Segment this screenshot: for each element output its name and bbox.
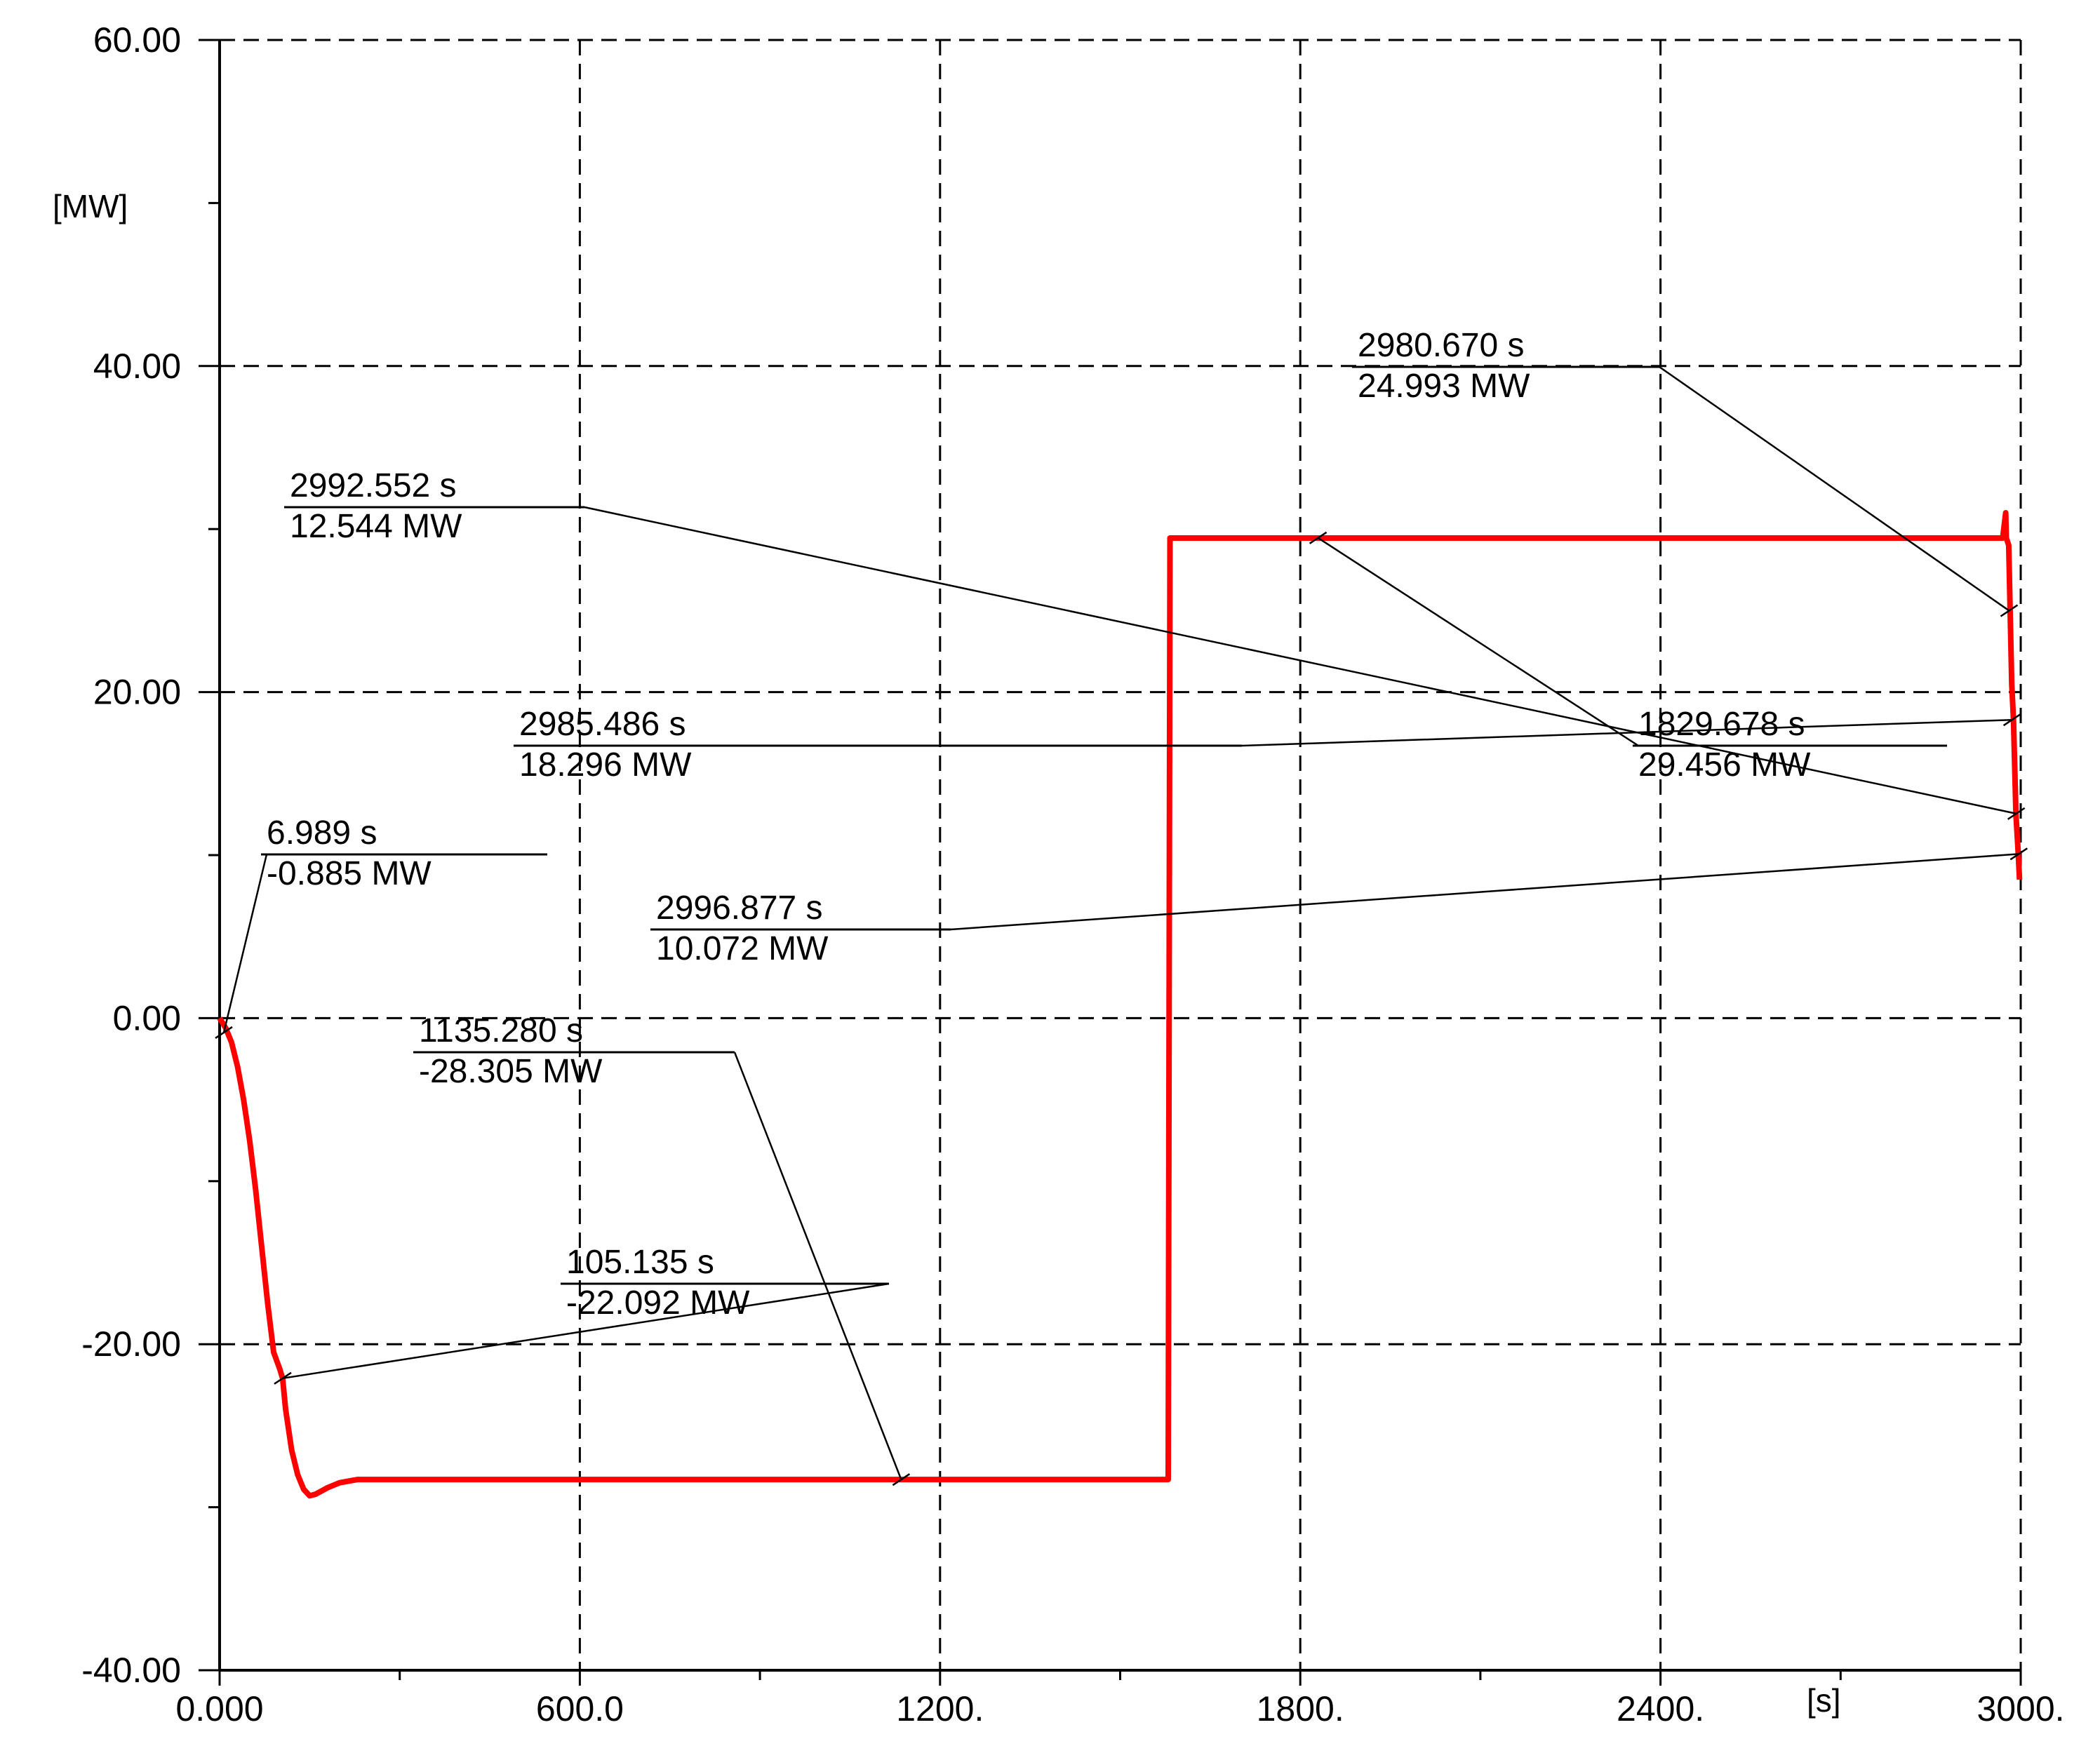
annotation-marker [2007,807,2026,820]
annotation-1: 2992.552 s 12.544 MW [284,467,2026,820]
annotation-marker [1309,531,1327,544]
x-axis-unit-label: [s] [1807,1682,1841,1719]
annotation-leader [222,854,268,1033]
annotation-value: -0.885 MW [267,855,432,892]
y-tick-label: 60.00 [93,20,181,60]
y-tick-label: 40.00 [93,347,181,386]
annotation-2: 2985.486 s18.296 MW [514,706,2021,784]
annotation-leader [282,1282,890,1380]
annotation-marker [2002,713,2021,727]
annotation-time: 2996.877 s [656,889,823,927]
annotation-marker [2009,847,2028,861]
annotation-marker [2000,604,2019,617]
annotation-time: 2992.552 s [290,467,457,504]
annotation-3: 1829.678 s29.456 MW [1309,531,1947,784]
annotation-leader [1241,718,2012,747]
y-tick-label: -20.00 [81,1324,181,1364]
annotation-time: 6.989 s [267,814,377,852]
y-tick-label: 0.00 [113,998,181,1037]
series-layer [217,510,2023,1499]
annotation-marker [274,1371,292,1385]
annotation-leader [733,1052,902,1480]
annotation-time: 2980.670 s [1358,327,1525,364]
x-tick-label: 600.0 [536,1689,624,1728]
annotation-6: 1135.280 s -28.305 MW [413,1012,911,1486]
annotation-value: -22.092 MW [566,1284,750,1322]
annotation-leader [1659,365,2010,612]
annotation-value: -28.305 MW [419,1053,603,1090]
annotation-leader [584,506,2017,815]
y-tick-label: 20.00 [93,673,181,712]
annotation-time: 1135.280 s [419,1012,583,1049]
annotation-time: 1829.678 s [1638,706,1805,743]
annotation-0: 2980.670 s 24.993 MW [1352,327,2019,617]
annotation-value: 18.296 MW [519,746,692,784]
annotation-4: 6.989 s-0.885 MW [215,814,547,1040]
annotation-5: 2996.877 s10.072 MW [650,847,2028,967]
y-tick-label: -40.00 [81,1651,181,1690]
x-tick-label: 2400. [1617,1689,1704,1728]
annotation-time: 2985.486 s [519,706,686,743]
x-tick-label: 3000. [1977,1689,2064,1728]
ticks-layer: -40.00 -20.00 0.00 20.00 40.00 60.00 0.000 600.… [81,20,2064,1728]
annotation-marker [892,1473,911,1486]
annotation-value: 24.993 MW [1358,368,1530,405]
annotation-leader [1317,537,1639,747]
annotation-leader [950,853,2019,931]
annotation-time: 105.135 s [566,1244,714,1281]
x-tick-label: 1800. [1257,1689,1344,1728]
x-tick-label: 1200. [896,1689,984,1728]
annotation-marker [215,1026,233,1040]
y-axis-unit-label: [MW] [53,188,128,224]
series-line [217,510,2023,1499]
annotation-value: 29.456 MW [1638,746,1811,784]
annotation-value: 10.072 MW [656,930,829,967]
x-tick-label: 0.000 [175,1689,263,1728]
annotation-value: 12.544 MW [290,508,462,545]
grid-layer [220,39,2022,1670]
annotation-7: 105.135 s-22.092 MW [274,1244,890,1385]
